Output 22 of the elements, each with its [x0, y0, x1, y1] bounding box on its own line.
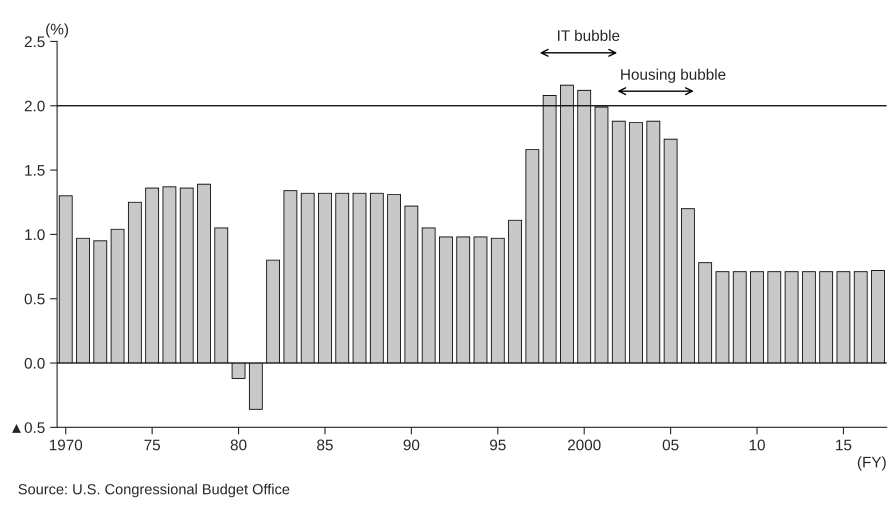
y-tick-label: 0.0	[24, 358, 45, 369]
y-tick-label: ▲0.5	[12, 422, 45, 434]
text: IT bubble	[558, 30, 620, 42]
x-axis-title: (FY)	[858, 456, 886, 471]
x-tick-label: 85	[317, 440, 333, 450]
y-axis-title: (%)	[46, 23, 68, 38]
annotation: Housing bubble	[621, 68, 726, 83]
x-tick-label: 75	[144, 440, 160, 450]
x-tick-label: 95	[490, 440, 506, 450]
x-tick-label: 2000	[568, 440, 601, 450]
y-tick-label: 2.0	[24, 100, 45, 112]
x-tick-label: 10	[750, 440, 765, 450]
x-tick-label: 1970	[50, 440, 82, 450]
x-tick-label: 05	[662, 440, 678, 450]
source-note: Source: U.S. Congressional Budget Office	[18, 484, 290, 498]
y-tick-label: 1.5	[25, 165, 45, 176]
y-tick-label: 1.0	[25, 229, 45, 240]
x-tick-label: 15	[836, 440, 852, 450]
x-tick-label: 80	[230, 440, 246, 450]
y-tick-label: 2.5	[24, 36, 45, 48]
y-tick-label: 0.5	[24, 294, 45, 304]
x-tick-label: 90	[404, 440, 420, 450]
